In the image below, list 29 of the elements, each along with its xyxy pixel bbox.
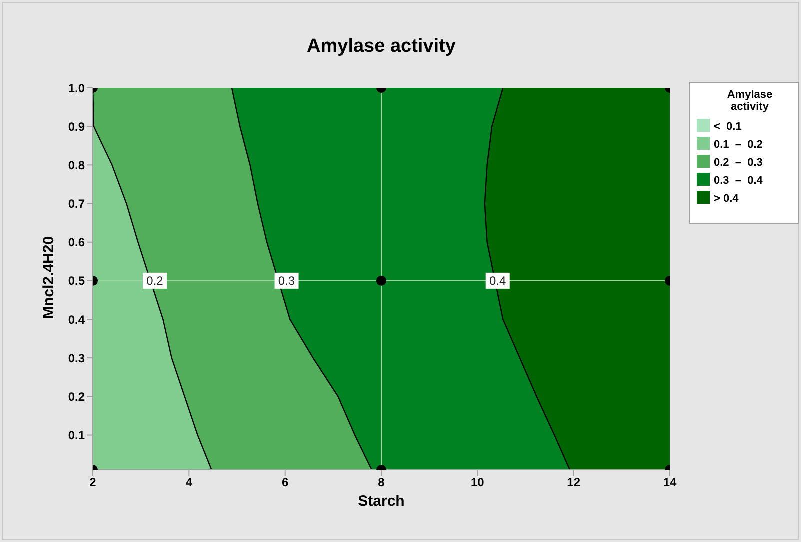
y-tick-label: 0.8 [68,158,86,172]
x-tick-label: 4 [186,476,193,490]
y-tick-label: 0.2 [68,390,86,404]
legend-label: 0.1 – 0.2 [714,139,763,151]
y-tick-label: 0.5 [68,274,86,288]
x-axis-title: Starch [358,493,405,510]
y-tick-label: 0.1 [68,428,86,443]
legend-label: > 0.4 [714,193,739,205]
x-tick-label: 14 [663,476,677,490]
y-tick-label: 0.9 [68,120,86,134]
y-axis-title: Mncl2.4H20 [40,236,58,319]
annotation: 0.3 [278,274,296,288]
chart-title: Amylase activity [306,36,457,58]
x-tick-label: 2 [90,476,97,490]
y-tick-label: 0.3 [68,351,86,366]
x-tick-label: 6 [282,476,289,490]
y-tick-label: 0.4 [68,312,86,327]
y-tick-label: 0.6 [68,236,86,250]
legend-label: 0.2 – 0.3 [714,157,763,169]
legend-label: < 0.1 [714,121,742,133]
x-tick-label: 8 [378,476,386,490]
y-tick-label: 0.7 [68,197,86,212]
y-tick-label: 1.0 [68,81,86,96]
x-tick-label: 12 [567,476,581,490]
legend-label: 0.3 – 0.4 [714,175,763,187]
x-tick-label: 10 [470,476,485,490]
annotation: 0.2 [146,274,164,288]
annotation: 0.4 [490,274,507,288]
legend-title: Amylase activity [726,89,774,113]
